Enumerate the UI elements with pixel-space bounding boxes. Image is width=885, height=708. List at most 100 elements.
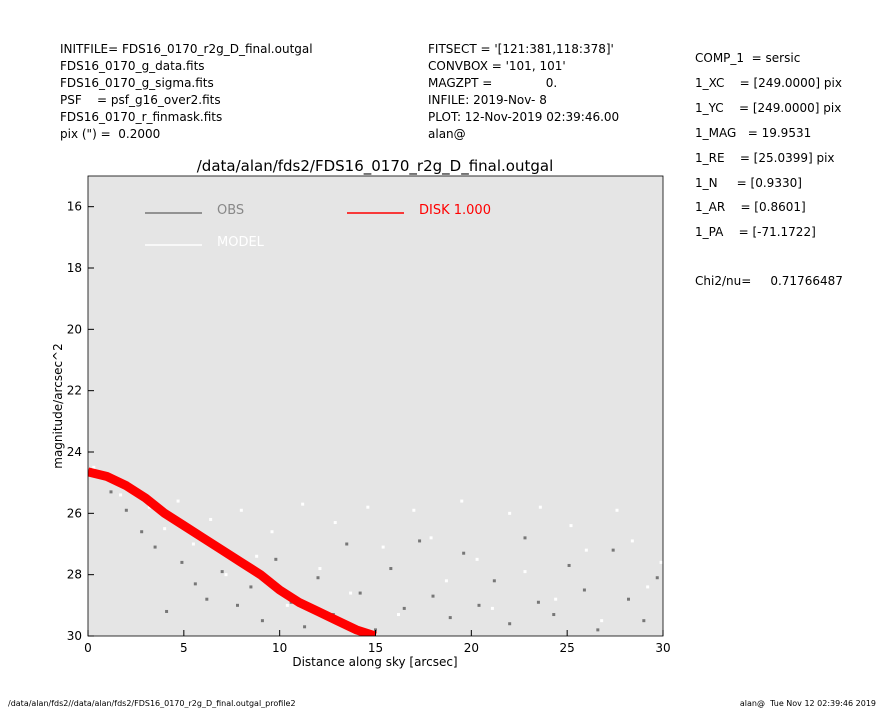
data-point <box>627 597 630 601</box>
data-point <box>274 557 278 561</box>
data-point <box>596 628 600 632</box>
y-tick-label: 22 <box>67 384 82 398</box>
data-point <box>552 613 556 617</box>
data-point <box>554 597 558 601</box>
legend-label: DISK 1.000 <box>419 203 491 218</box>
data-point <box>536 600 540 604</box>
data-point <box>92 465 96 469</box>
y-tick-label: 26 <box>67 506 82 520</box>
data-point <box>220 570 224 574</box>
header-right-line: 1_AR = [0.8601] <box>695 200 806 215</box>
header-left-line: PSF = psf_g16_over2.fits <box>60 93 221 107</box>
data-point <box>523 536 527 540</box>
data-point <box>333 521 337 525</box>
data-point <box>477 603 481 607</box>
plot-background <box>88 176 663 636</box>
data-point <box>176 499 180 503</box>
header-middle-line: alan@ <box>428 127 466 141</box>
data-point <box>180 560 184 564</box>
data-point <box>205 597 209 601</box>
data-point <box>444 579 448 583</box>
header-left-line: FDS16_0170_r_finmask.fits <box>60 110 223 124</box>
data-point <box>255 554 259 558</box>
y-tick-label: 24 <box>67 445 82 459</box>
data-point <box>600 619 604 623</box>
header-middle-line: CONVBOX = '101, 101' <box>428 59 566 73</box>
data-point <box>249 585 253 589</box>
data-point <box>412 508 416 512</box>
data-point <box>492 579 496 583</box>
data-point <box>508 622 512 626</box>
data-point <box>418 539 422 543</box>
y-tick-label: 28 <box>67 568 82 582</box>
footer-right: alan@ Tue Nov 12 02:39:46 2019 <box>739 699 876 708</box>
data-point <box>462 551 466 555</box>
data-point <box>193 582 197 586</box>
header-right-line: 1_RE = [25.0399] pix <box>695 150 835 165</box>
data-point <box>642 619 646 623</box>
data-point <box>397 613 400 617</box>
data-point <box>374 628 377 632</box>
data-point <box>429 536 433 540</box>
header-left-line: FDS16_0170_g_data.fits <box>60 59 205 73</box>
data-point <box>584 548 588 552</box>
data-point <box>209 517 213 521</box>
data-point <box>285 603 289 607</box>
y-tick-label: 20 <box>67 322 82 336</box>
data-point <box>389 567 393 571</box>
data-point <box>655 576 659 580</box>
data-point <box>163 527 167 531</box>
y-tick-label: 18 <box>67 261 82 275</box>
data-point <box>153 545 157 549</box>
data-point <box>236 603 239 607</box>
header-right-line: COMP_1 = sersic <box>695 51 801 65</box>
x-tick-label: 20 <box>464 641 479 655</box>
data-point <box>260 619 264 623</box>
data-point <box>630 539 634 543</box>
data-point <box>318 567 322 571</box>
x-tick-label: 15 <box>368 641 383 655</box>
data-point <box>366 505 370 509</box>
data-point <box>475 557 479 561</box>
data-point <box>147 505 151 509</box>
data-point <box>303 625 307 629</box>
data-point <box>659 560 663 564</box>
header-left-line: INITFILE= FDS16_0170_r2g_D_final.outgal <box>60 42 313 56</box>
data-point <box>109 490 113 494</box>
legend-label: OBS <box>217 203 244 218</box>
data-point <box>345 542 349 546</box>
data-point <box>349 591 353 595</box>
x-tick-label: 30 <box>655 641 670 655</box>
model-band <box>88 467 377 636</box>
data-point <box>301 502 305 506</box>
data-point <box>165 609 169 613</box>
header-right-line: 1_YC = [249.0000] pix <box>695 100 842 115</box>
data-point <box>448 616 452 620</box>
plot-frame <box>87 175 664 637</box>
data-point <box>270 530 274 534</box>
data-point <box>191 542 195 546</box>
legend-label: MODEL <box>217 235 265 250</box>
data-point <box>224 573 228 577</box>
data-point <box>646 585 650 589</box>
header-middle-line: FITSECT = '[121:381,118:378]' <box>428 42 614 56</box>
x-tick-label: 0 <box>84 641 92 655</box>
header-middle-line: PLOT: 12-Nov-2019 02:39:46.00 <box>428 110 620 124</box>
data-point <box>508 511 512 515</box>
y-tick-label: 30 <box>67 629 82 643</box>
header-right-line: 1_N = [0.9330] <box>695 175 802 190</box>
data-point <box>381 545 385 549</box>
header-right-line: 1_XC = [249.0000] pix <box>695 75 842 90</box>
y-axis-label: magnitude/arcsec^2 <box>51 343 65 469</box>
data-point <box>431 594 435 598</box>
data-point <box>582 588 586 592</box>
data-point <box>523 570 527 574</box>
header-middle-line: INFILE: 2019-Nov- 8 <box>428 93 547 107</box>
data-point <box>538 505 542 509</box>
header-left-line: FDS16_0170_g_sigma.fits <box>60 76 214 90</box>
data-point <box>124 508 128 512</box>
x-tick-label: 5 <box>180 641 188 655</box>
chart-title: /data/alan/fds2/FDS16_0170_r2g_D_final.o… <box>197 157 554 176</box>
